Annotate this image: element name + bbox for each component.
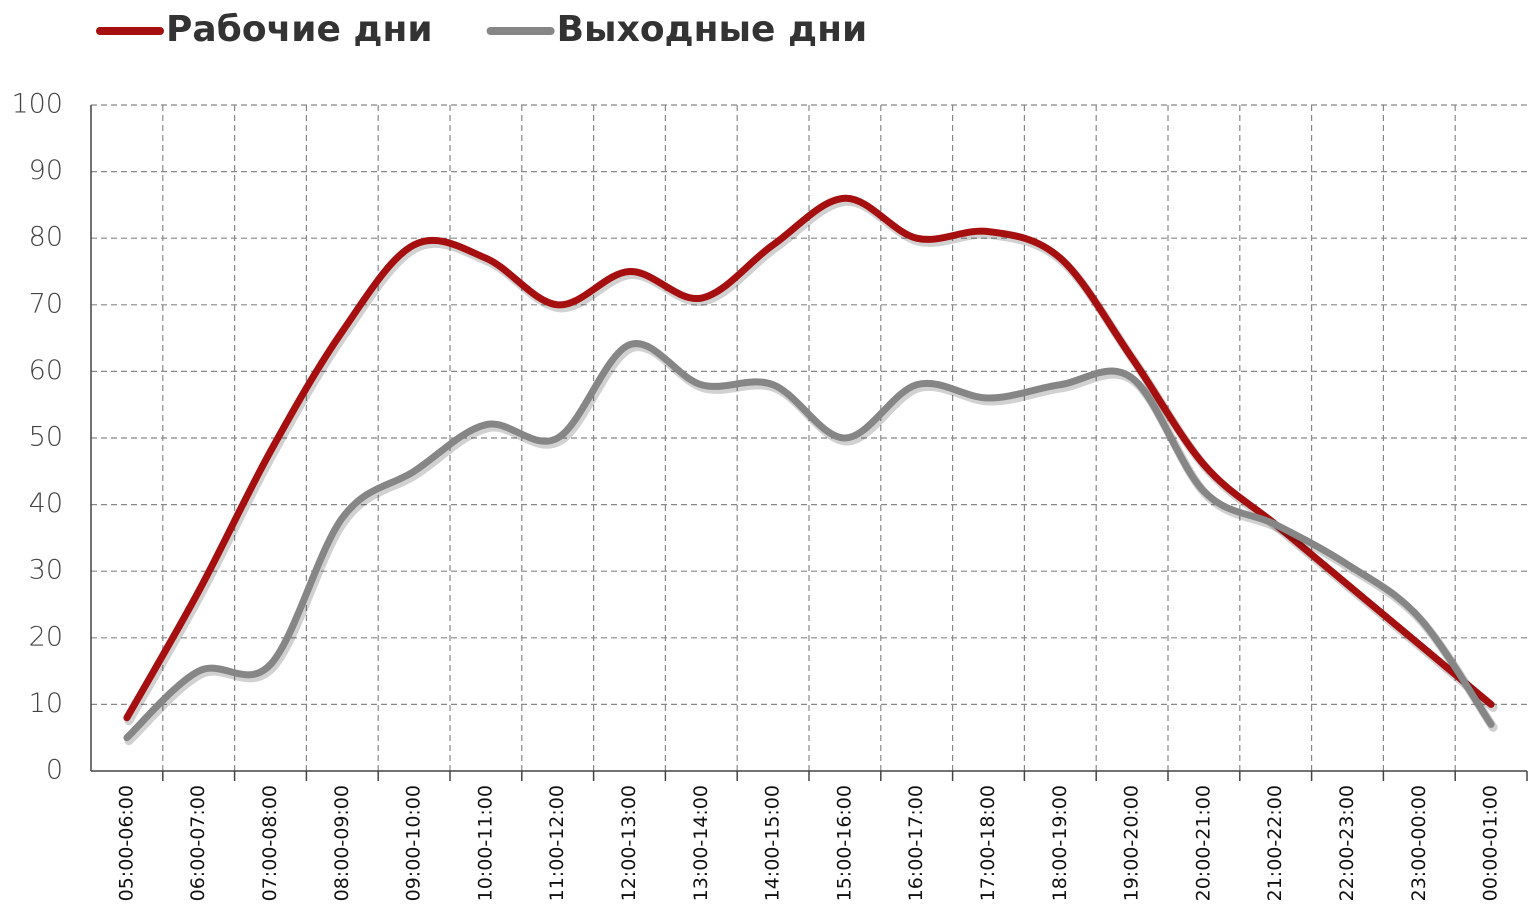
y-tick-label: 60	[29, 355, 63, 386]
y-tick-label: 50	[29, 422, 63, 453]
x-tick-label: 22:00-23:00	[1336, 785, 1358, 901]
line-shadow	[124, 342, 1498, 746]
line	[123, 340, 1495, 742]
legend-label: Рабочие дни	[166, 9, 433, 50]
x-tick-label: 23:00-00:00	[1408, 785, 1430, 901]
x-tick-label: 12:00-13:00	[618, 785, 640, 901]
x-tick-label: 15:00-16:00	[833, 785, 855, 901]
x-tick-label: 14:00-15:00	[762, 785, 784, 901]
x-tick-label: 19:00-20:00	[1121, 785, 1143, 901]
y-tick-label: 100	[11, 89, 63, 120]
y-tick-label: 0	[46, 755, 63, 786]
x-tick-label: 10:00-11:00	[474, 785, 496, 901]
line-shadow	[124, 196, 1498, 726]
x-tick-label: 20:00-21:00	[1192, 785, 1214, 901]
line	[123, 194, 1495, 722]
x-tick-label: 06:00-07:00	[187, 785, 209, 901]
legend-label: Выходные дни	[557, 9, 868, 50]
x-tick-label: 13:00-14:00	[690, 785, 712, 901]
y-tick-label: 80	[29, 222, 63, 253]
x-tick-label: 05:00-06:00	[115, 785, 137, 901]
x-tick-label: 21:00-22:00	[1264, 785, 1286, 901]
x-tick-label: 16:00-17:00	[905, 785, 927, 901]
x-tick-label: 00:00-01:00	[1480, 785, 1502, 901]
y-tick-label: 30	[29, 555, 63, 586]
y-tick-label: 10	[29, 688, 63, 719]
y-tick-label: 40	[29, 488, 63, 519]
x-tick-label: 18:00-19:00	[1049, 785, 1071, 901]
y-tick-label: 90	[29, 155, 63, 186]
x-tick-label: 11:00-12:00	[546, 785, 568, 901]
x-tick-label: 08:00-09:00	[331, 785, 353, 901]
x-tick-label: 09:00-10:00	[403, 785, 425, 901]
x-tick-label: 07:00-08:00	[259, 785, 281, 901]
y-tick-label: 20	[29, 621, 63, 652]
y-tick-label: 70	[29, 288, 63, 319]
x-tick-label: 17:00-18:00	[977, 785, 999, 901]
